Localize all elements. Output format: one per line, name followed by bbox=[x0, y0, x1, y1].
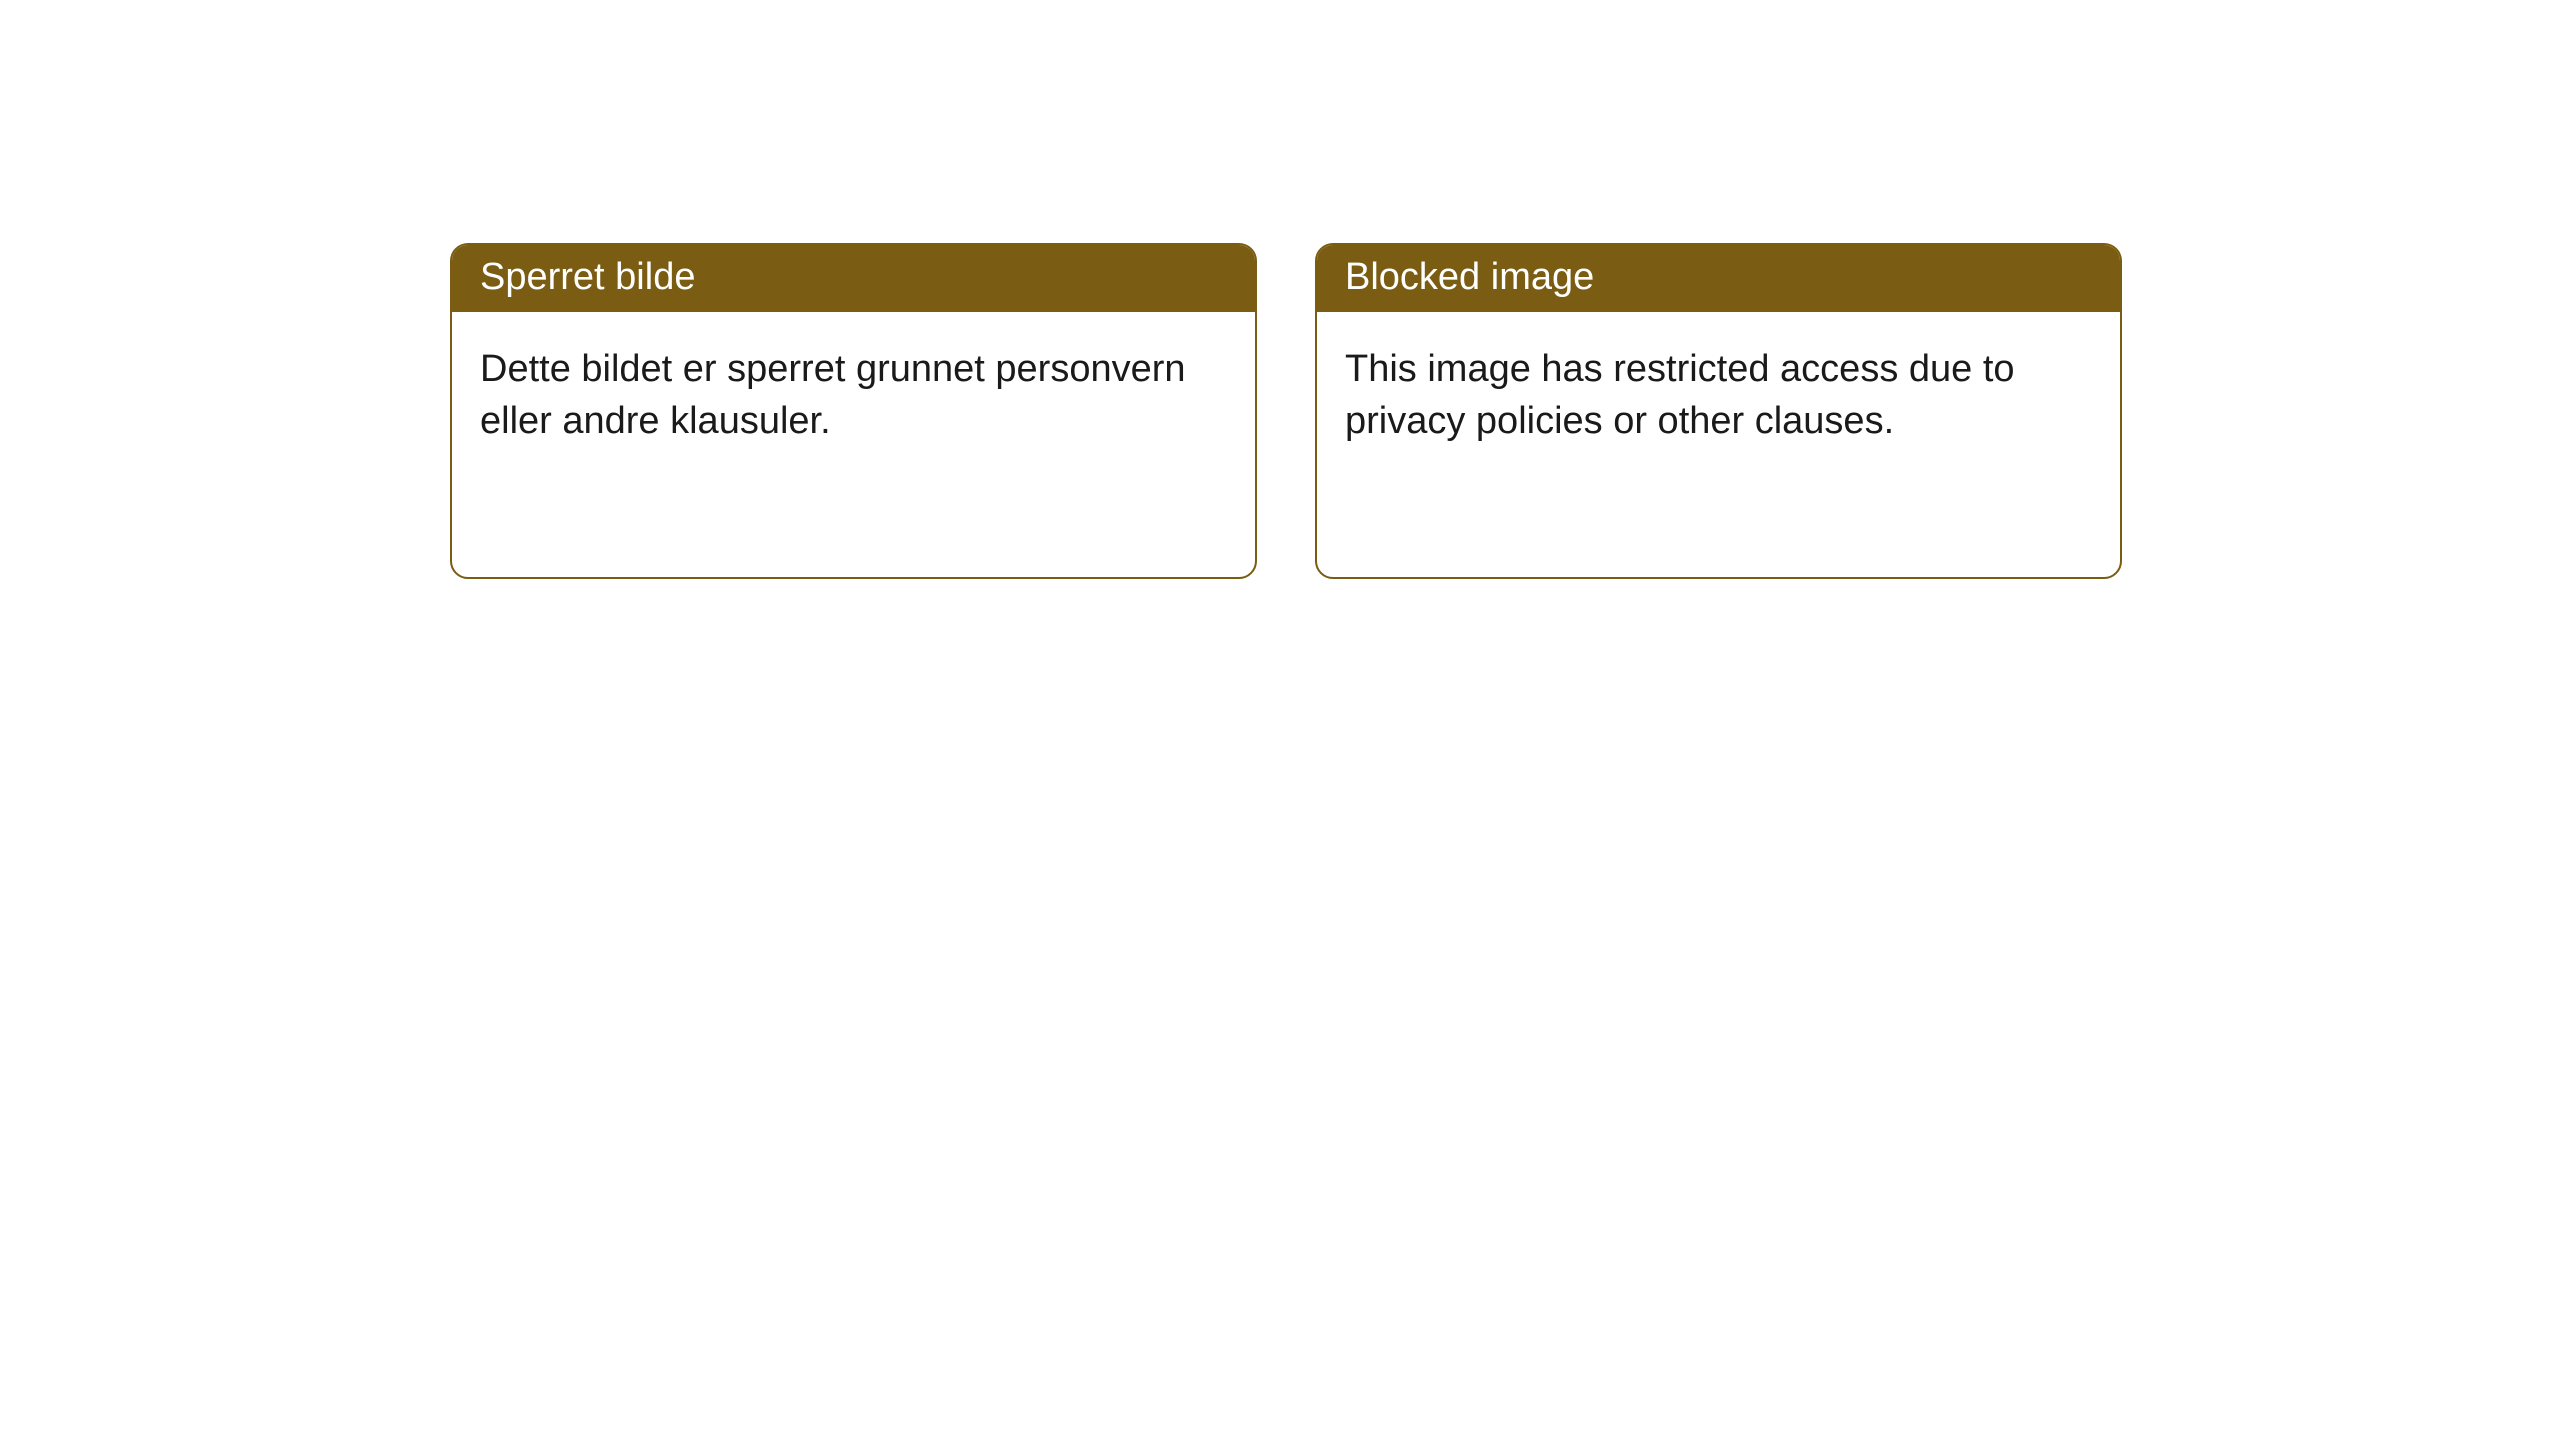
notice-title: Blocked image bbox=[1345, 256, 1594, 298]
notice-container: Sperret bilde Dette bildet er sperret gr… bbox=[0, 0, 2560, 579]
notice-body: This image has restricted access due to … bbox=[1317, 312, 2120, 467]
notice-header: Sperret bilde bbox=[452, 245, 1255, 312]
notice-header: Blocked image bbox=[1317, 245, 2120, 312]
notice-card-english: Blocked image This image has restricted … bbox=[1315, 243, 2122, 579]
notice-body-text: Dette bildet er sperret grunnet personve… bbox=[480, 348, 1186, 441]
notice-body-text: This image has restricted access due to … bbox=[1345, 348, 2015, 441]
notice-card-norwegian: Sperret bilde Dette bildet er sperret gr… bbox=[450, 243, 1257, 579]
notice-title: Sperret bilde bbox=[480, 256, 695, 298]
notice-body: Dette bildet er sperret grunnet personve… bbox=[452, 312, 1255, 467]
